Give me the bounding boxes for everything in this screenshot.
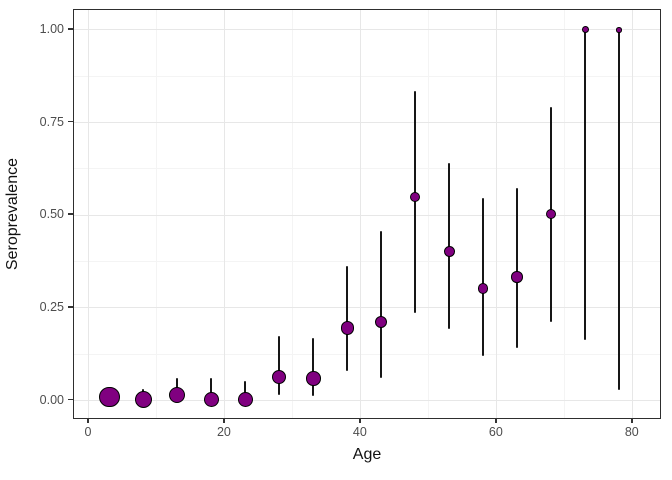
- errorbar: [244, 381, 247, 401]
- x-tick-label: 20: [216, 425, 231, 439]
- x-tick-mark: [495, 418, 497, 423]
- gridline-minor-x: [292, 10, 294, 418]
- gridline-minor-x: [428, 10, 430, 418]
- data-point: [306, 371, 321, 386]
- data-point: [410, 192, 421, 203]
- x-tick-label: 40: [352, 425, 367, 439]
- errorbar: [380, 231, 383, 379]
- data-point: [511, 271, 523, 283]
- gridline-major-y: [74, 122, 660, 124]
- gridline-minor-y: [74, 75, 660, 77]
- gridline-major-y: [74, 214, 660, 216]
- data-point: [616, 27, 622, 33]
- y-tick-mark: [68, 120, 73, 123]
- data-point: [581, 26, 589, 34]
- data-point: [477, 283, 489, 294]
- x-axis-title: Age: [352, 446, 382, 463]
- gridline-major-y: [74, 400, 660, 402]
- data-point: [340, 321, 355, 335]
- errorbar: [516, 188, 519, 348]
- data-point: [237, 391, 254, 408]
- gridline-major-x: [88, 10, 90, 418]
- plot-panel: [73, 9, 661, 419]
- y-tick-mark: [68, 306, 73, 308]
- y-tick-label: 0.50: [39, 207, 64, 222]
- y-tick-label: 0.25: [39, 299, 64, 314]
- y-tick-label: 0.00: [39, 392, 64, 407]
- gridline-major-x: [632, 10, 634, 418]
- x-tick-label: 80: [624, 425, 639, 439]
- gridline-major-x: [360, 10, 362, 418]
- x-tick-mark: [359, 418, 361, 423]
- x-tick-mark: [87, 418, 89, 423]
- gridline-minor-y: [74, 353, 660, 355]
- data-point: [134, 390, 153, 409]
- errorbar: [278, 335, 281, 395]
- errorbar: [618, 29, 621, 390]
- errorbar: [414, 91, 417, 313]
- gridline-minor-y: [74, 168, 660, 170]
- x-tick-label: 0: [84, 425, 92, 439]
- errorbar: [584, 29, 587, 340]
- data-point: [169, 386, 186, 403]
- gridline-minor-y: [74, 261, 660, 263]
- y-tick-mark: [68, 28, 73, 30]
- gridline-minor-x: [156, 10, 158, 418]
- data-point: [99, 386, 120, 408]
- gridline-minor-x: [564, 10, 566, 418]
- y-axis-title-wrap: Seroprevalence: [4, 9, 22, 419]
- y-axis-title: Seroprevalence: [4, 157, 21, 271]
- data-point: [443, 245, 455, 258]
- x-tick-mark: [631, 418, 633, 423]
- errorbar: [448, 162, 451, 330]
- y-tick-mark: [68, 213, 73, 215]
- data-point: [546, 209, 557, 220]
- data-point: [375, 316, 388, 329]
- data-point: [203, 391, 219, 407]
- x-tick-mark: [223, 418, 225, 423]
- y-tick-label: 1.00: [39, 21, 64, 36]
- x-tick-label: 60: [488, 425, 503, 439]
- errorbar: [312, 338, 315, 396]
- y-tick-mark: [68, 398, 73, 401]
- errorbar: [482, 198, 485, 356]
- gridline-major-x: [496, 10, 498, 418]
- y-tick-label: 0.75: [39, 114, 64, 129]
- errorbar: [346, 266, 349, 371]
- gridline-major-y: [74, 29, 660, 31]
- gridline-major-y: [74, 307, 660, 309]
- errorbar: [210, 377, 213, 401]
- data-point: [272, 369, 287, 384]
- gridline-major-x: [224, 10, 226, 418]
